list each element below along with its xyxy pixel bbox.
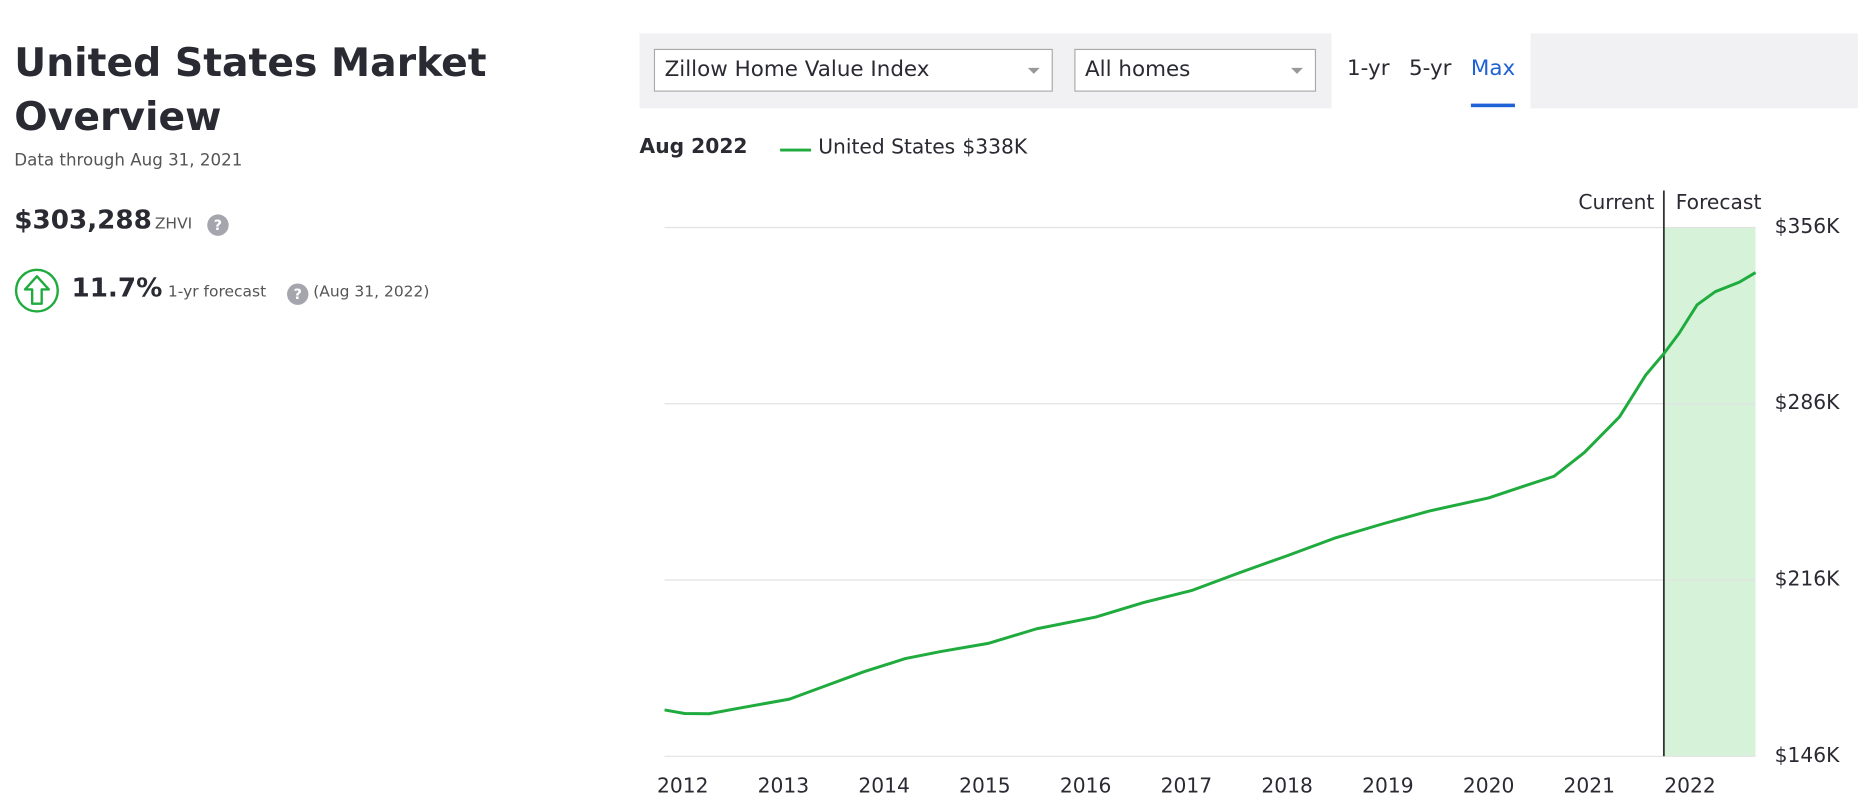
up-icon (14, 268, 59, 313)
series-line (664, 271, 1757, 716)
legend-value: $338K (962, 134, 1027, 158)
range-tabs (1331, 33, 1531, 109)
forecast-date: (Aug 31, 2022) (313, 283, 430, 302)
home-value: $303,288 (14, 206, 152, 236)
x-tick-label: 2013 (758, 774, 810, 798)
legend-name: United States (818, 134, 955, 158)
current-label: Current (1578, 190, 1654, 214)
y-tick-label: $286K (1775, 390, 1840, 414)
help-icon[interactable]: ? (287, 283, 309, 305)
x-tick-label: 2022 (1664, 774, 1716, 798)
range-tab[interactable]: 5-yr (1408, 55, 1452, 81)
x-tick-label: 2015 (959, 774, 1011, 798)
x-tick-label: 2021 (1564, 774, 1616, 798)
value-unit: ZHVI (154, 215, 193, 234)
y-tick-label: $146K (1775, 743, 1840, 767)
forecast-value: 11.7% (71, 273, 163, 304)
x-tick-label: 2017 (1161, 774, 1213, 798)
x-tick-label: 2019 (1362, 774, 1414, 798)
y-tick-label: $356K (1775, 214, 1840, 238)
range-tab[interactable]: 1-yr (1347, 55, 1390, 81)
x-tick-label: 2014 (858, 774, 910, 798)
x-tick-label: 2020 (1463, 774, 1515, 798)
help-icon[interactable]: ? (207, 214, 229, 236)
forecast-label: 1-yr forecast (167, 283, 267, 302)
metric-dropdown[interactable]: Zillow Home Value Index (653, 48, 1053, 92)
home-type-dropdown[interactable]: All homes (1074, 48, 1317, 92)
x-tick-label: 2012 (657, 774, 709, 798)
forecast-label: Forecast (1676, 190, 1762, 214)
legend-entry: United States $338K (818, 134, 1028, 158)
x-tick-label: 2018 (1261, 774, 1313, 798)
legend-date: Aug 2022 (640, 134, 748, 158)
x-tick-label: 2016 (1060, 774, 1112, 798)
y-tick-label: $216K (1775, 567, 1840, 591)
forecast-band (1663, 227, 1756, 757)
page-title: United States Market Overview (14, 39, 487, 140)
subtitle: Data through Aug 31, 2021 (14, 151, 243, 171)
range-tab[interactable]: Max (1470, 55, 1516, 108)
